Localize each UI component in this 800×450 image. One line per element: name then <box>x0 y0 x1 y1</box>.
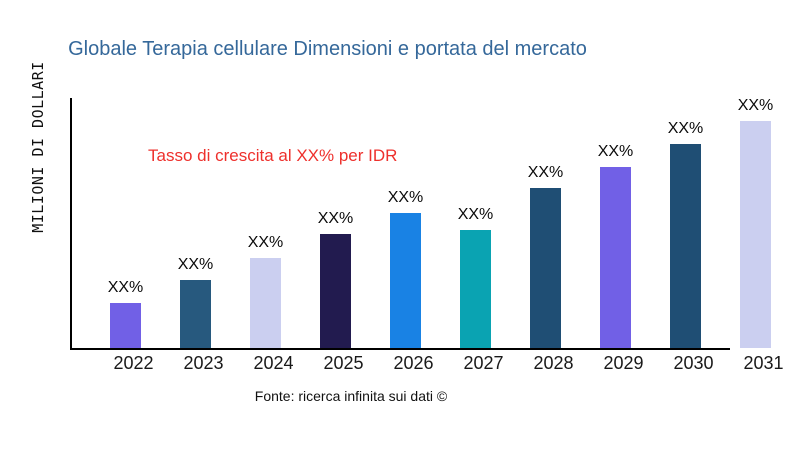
x-tick-label-2026: 2026 <box>393 353 434 373</box>
bar-2025 <box>320 234 351 348</box>
x-tick-label-2029: 2029 <box>603 353 644 373</box>
bar-2023 <box>180 280 211 348</box>
bar-2028 <box>530 188 561 348</box>
bar-value-label-2023: XX% <box>177 256 214 273</box>
x-axis-line <box>70 348 730 350</box>
bar-value-label-2030: XX% <box>667 120 704 137</box>
chart-title: Globale Terapia cellulare Dimensioni e p… <box>68 38 587 60</box>
bar-2024 <box>250 258 281 348</box>
bar-2026 <box>390 213 421 348</box>
x-tick-label-2030: 2030 <box>673 353 714 373</box>
bar-2031 <box>740 121 771 348</box>
x-tick-label-2031: 2031 <box>743 353 784 373</box>
bar-value-label-2026: XX% <box>387 189 424 206</box>
bar-value-label-2029: XX% <box>597 143 634 160</box>
x-tick-label-2028: 2028 <box>533 353 574 373</box>
growth-rate-annotation: Tasso di crescita al XX% per IDR <box>148 146 398 165</box>
x-tick-label-2024: 2024 <box>253 353 294 373</box>
x-tick-label-2027: 2027 <box>463 353 504 373</box>
x-tick-label-2022: 2022 <box>113 353 154 373</box>
x-tick-label-2025: 2025 <box>323 353 364 373</box>
bar-value-label-2031: XX% <box>737 97 774 114</box>
x-tick-label-2023: 2023 <box>183 353 224 373</box>
bar-2027 <box>460 230 491 348</box>
bar-value-label-2022: XX% <box>107 279 144 296</box>
y-axis-line <box>70 98 72 350</box>
bar-value-label-2028: XX% <box>527 164 564 181</box>
bar-2030 <box>670 144 701 348</box>
source-note: Fonte: ricerca infinita sui dati © <box>254 388 448 404</box>
bar-value-label-2025: XX% <box>317 210 354 227</box>
bar-2022 <box>110 303 141 348</box>
bar-2029 <box>600 167 631 348</box>
bar-value-label-2024: XX% <box>247 234 284 251</box>
y-axis-title: MILIONI DI DOLLARI <box>29 61 47 233</box>
bar-value-label-2027: XX% <box>457 206 494 223</box>
